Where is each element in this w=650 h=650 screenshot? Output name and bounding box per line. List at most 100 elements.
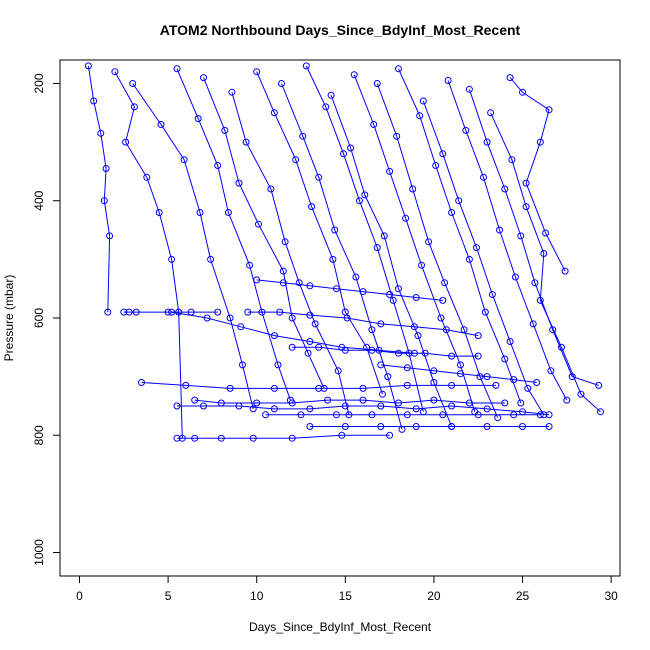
data-point bbox=[203, 314, 211, 322]
x-tick-label: 0 bbox=[76, 589, 83, 603]
data-point bbox=[311, 320, 319, 328]
data-point bbox=[187, 308, 195, 316]
data-point bbox=[292, 156, 300, 164]
data-point bbox=[412, 294, 420, 301]
series-line bbox=[330, 95, 453, 427]
data-point bbox=[483, 405, 491, 413]
data-point bbox=[421, 349, 429, 357]
data-point bbox=[414, 332, 422, 340]
series-9 bbox=[302, 62, 427, 416]
data-point bbox=[487, 109, 495, 117]
data-point bbox=[563, 396, 571, 404]
data-point bbox=[97, 129, 105, 137]
data-point bbox=[249, 405, 257, 413]
data-point bbox=[448, 352, 456, 360]
data-point bbox=[531, 279, 539, 287]
data-point bbox=[329, 255, 337, 263]
series-27 bbox=[253, 276, 447, 304]
data-point bbox=[191, 396, 199, 404]
data-point bbox=[395, 399, 402, 407]
series-23 bbox=[173, 402, 553, 419]
data-point bbox=[278, 80, 285, 87]
data-point bbox=[350, 71, 358, 79]
data-point bbox=[359, 288, 367, 296]
data-point bbox=[368, 346, 376, 354]
series-13 bbox=[395, 65, 525, 407]
y-tick-label: 200 bbox=[32, 73, 46, 93]
data-point bbox=[377, 423, 385, 430]
data-point bbox=[501, 185, 509, 193]
y-axis: 200 400 600 800 1000 bbox=[32, 73, 61, 566]
series-line bbox=[422, 100, 545, 416]
data-point bbox=[180, 156, 188, 164]
x-tick-label: 20 bbox=[427, 589, 441, 603]
data-point bbox=[465, 255, 473, 263]
data-point bbox=[235, 179, 243, 187]
x-axis: 0 5 10 15 20 25 30 bbox=[76, 575, 618, 603]
data-point bbox=[377, 320, 385, 328]
data-point bbox=[270, 109, 278, 117]
data-point bbox=[522, 179, 530, 187]
chart-title: ATOM2 Northbound Days_Since_BdyInf_Most_… bbox=[160, 22, 521, 38]
data-point bbox=[480, 173, 487, 181]
data-point bbox=[306, 405, 314, 413]
data-point bbox=[235, 402, 243, 410]
data-point bbox=[403, 364, 411, 372]
data-point bbox=[331, 226, 339, 234]
series-line bbox=[376, 83, 499, 418]
data-point bbox=[448, 209, 456, 216]
data-point bbox=[132, 308, 140, 316]
data-point bbox=[333, 285, 340, 293]
data-point bbox=[308, 203, 316, 211]
data-point bbox=[279, 267, 287, 275]
series-11 bbox=[350, 71, 479, 416]
data-point bbox=[226, 384, 234, 392]
plot-frame bbox=[59, 59, 621, 577]
data-point bbox=[389, 296, 397, 304]
data-point bbox=[306, 282, 314, 290]
data-point bbox=[84, 62, 92, 70]
data-point bbox=[340, 150, 347, 158]
data-point bbox=[173, 402, 181, 410]
data-point bbox=[439, 150, 447, 158]
series-line bbox=[468, 89, 599, 386]
series-17 bbox=[487, 109, 604, 416]
x-tick-label: 15 bbox=[339, 589, 353, 603]
series-line bbox=[353, 74, 476, 412]
data-point bbox=[122, 138, 130, 146]
x-tick-label: 5 bbox=[165, 589, 172, 603]
series-30 bbox=[120, 308, 222, 316]
data-point bbox=[373, 80, 381, 87]
data-point bbox=[439, 411, 447, 419]
data-point bbox=[104, 308, 112, 316]
data-point bbox=[120, 308, 128, 316]
series-28 bbox=[288, 343, 482, 360]
series-line bbox=[171, 311, 415, 354]
series-line bbox=[292, 346, 479, 357]
data-point bbox=[288, 434, 296, 442]
data-point bbox=[368, 411, 376, 419]
data-point bbox=[441, 279, 449, 287]
series-line bbox=[194, 399, 505, 404]
y-tick-label: 800 bbox=[32, 425, 46, 445]
series-line bbox=[256, 279, 443, 301]
data-point bbox=[483, 373, 491, 381]
x-axis-label: Days_Since_BdyInf_Most_Recent bbox=[249, 620, 432, 634]
data-point bbox=[412, 405, 420, 413]
data-point bbox=[288, 399, 296, 407]
data-point bbox=[384, 373, 392, 381]
data-point bbox=[473, 244, 480, 252]
data-point bbox=[155, 209, 163, 216]
data-point bbox=[334, 367, 342, 375]
data-point bbox=[246, 261, 254, 269]
x-tick-label: 10 bbox=[250, 589, 264, 603]
data-point bbox=[448, 381, 456, 389]
data-point bbox=[457, 361, 464, 369]
data-point bbox=[545, 423, 553, 430]
data-point bbox=[403, 411, 411, 419]
data-point bbox=[138, 379, 145, 386]
data-point bbox=[370, 121, 378, 128]
data-point bbox=[536, 296, 544, 304]
data-point bbox=[410, 323, 418, 331]
data-point bbox=[419, 97, 427, 105]
